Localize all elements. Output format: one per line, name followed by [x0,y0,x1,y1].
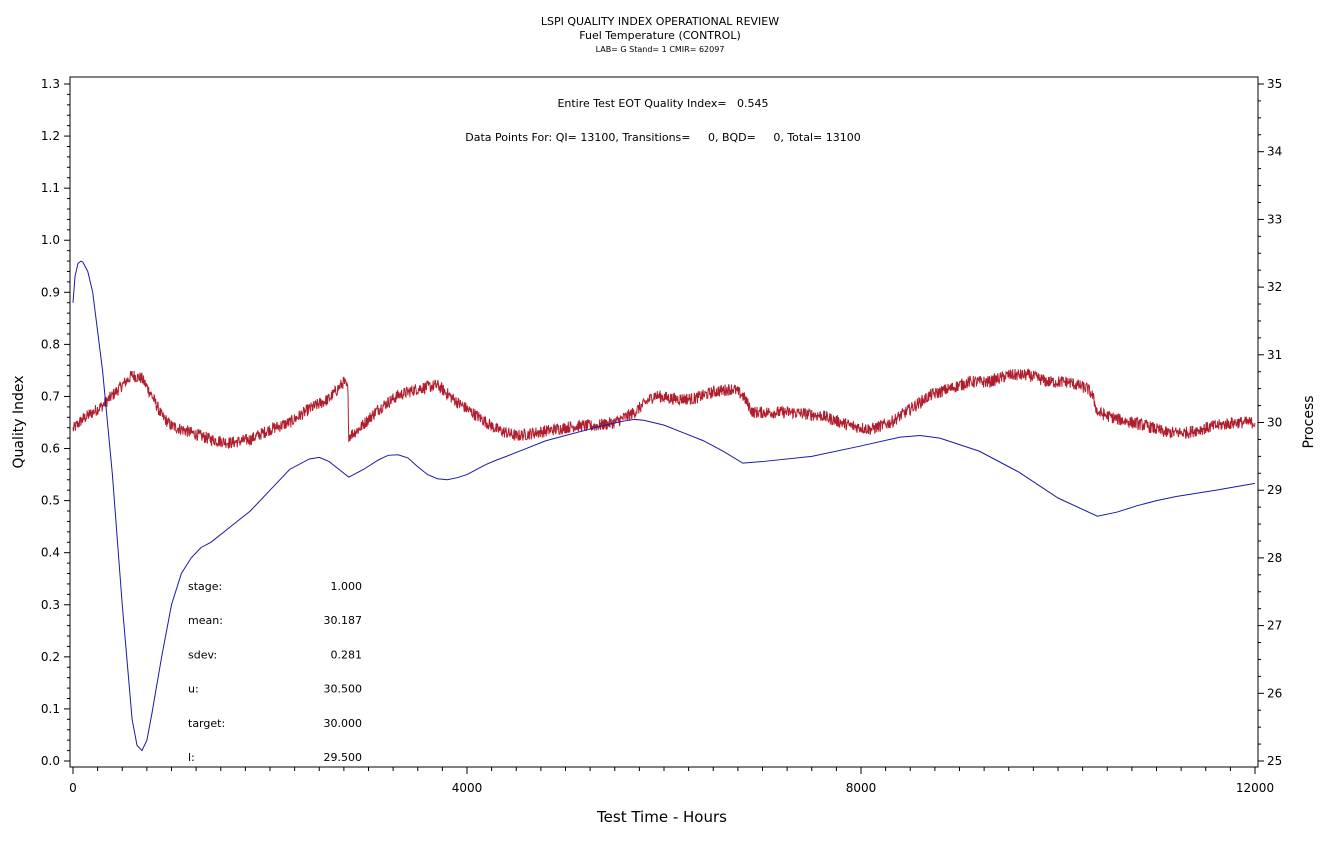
left-tick-label: 0.9 [41,285,60,299]
left-tick-label: 1.1 [41,181,60,195]
stats-block: stage: 1.000 mean: 30.187 sdev: 0.281 u: 30.500… [188,580,362,764]
x-axis-label: Test Time - Hours [596,808,727,826]
stat-value: 0.281 [331,648,363,661]
stat-label: l: [188,751,195,764]
series-process-line [72,368,1256,450]
right-tick-label: 31 [1267,348,1282,362]
left-tick-label: 0.1 [41,702,60,716]
y-axis-label-left: Quality Index [11,375,27,468]
x-tick-label: 0 [69,781,77,795]
right-tick-label: 27 [1267,619,1282,633]
right-tick-label: 35 [1267,77,1282,91]
x-tick-label: 8000 [846,781,877,795]
y-axis-label-right: Process [1301,395,1317,448]
left-tick-label: 0.6 [41,442,60,456]
left-tick-label: 0.4 [41,546,60,560]
x-tick-label: 12000 [1236,781,1274,795]
series-quality-index-line [72,260,1256,752]
x-axis-ticks: 0 4000 8000 12000 [69,767,1274,795]
stat-value: 30.000 [324,717,363,730]
x-tick-label: 4000 [452,781,483,795]
stat-value: 29.500 [324,751,363,764]
right-tick-label: 25 [1267,754,1282,768]
annotation-data-points: Data Points For: QI= 13100, Transitions=… [465,131,860,144]
left-tick-label: 0.3 [41,598,60,612]
stat-label: stage: [188,580,222,593]
annotation-quality-index: Entire Test EOT Quality Index= 0.545 [557,97,768,110]
left-tick-label: 1.0 [41,233,60,247]
left-tick-label: 0.0 [41,754,60,768]
left-tick-label: 0.8 [41,337,60,351]
right-axis-ticks: 25 26 27 28 29 30 31 32 33 34 35 [1258,77,1282,768]
left-axis-ticks: 0.0 0.1 0.2 0.3 0.4 0.5 0.6 0.7 0.8 0.9 1.0 1.1 1.2 1… [41,77,70,768]
left-tick-label: 0.2 [41,650,60,664]
left-tick-label: 1.2 [41,129,60,143]
chart-title: LSPI QUALITY INDEX OPERATIONAL REVIEW [541,15,779,28]
right-tick-label: 30 [1267,416,1282,430]
right-tick-label: 32 [1267,280,1282,294]
right-tick-label: 33 [1267,212,1282,226]
stat-value: 1.000 [331,580,363,593]
plot-frame [69,76,1259,768]
stat-value: 30.187 [324,614,363,627]
left-tick-label: 0.5 [41,494,60,508]
chart-subtitle-lab: LAB= G Stand= 1 CMIR= 62097 [596,45,725,54]
stat-label: target: [188,717,225,730]
chart-subtitle: Fuel Temperature (CONTROL) [579,29,741,42]
left-tick-label: 0.7 [41,389,60,403]
left-tick-label: 1.3 [41,77,60,91]
stat-label: u: [188,683,199,696]
right-tick-label: 34 [1267,145,1282,159]
right-tick-label: 29 [1267,483,1282,497]
stat-value: 30.500 [324,683,363,696]
right-tick-label: 28 [1267,551,1282,565]
stat-label: mean: [188,614,223,627]
right-tick-label: 26 [1267,686,1282,700]
stat-label: sdev: [188,648,217,661]
